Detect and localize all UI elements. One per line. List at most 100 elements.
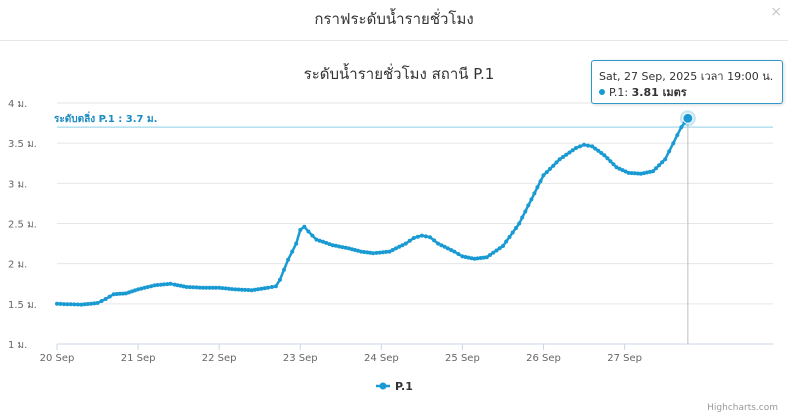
data-point[interactable] [265, 285, 270, 290]
data-point[interactable] [582, 142, 587, 147]
data-point[interactable] [350, 247, 354, 252]
data-point[interactable] [523, 209, 528, 214]
data-point[interactable] [614, 165, 619, 170]
data-point[interactable] [452, 249, 457, 254]
data-point[interactable] [638, 171, 643, 176]
data-point[interactable] [230, 287, 235, 292]
data-point[interactable] [675, 133, 680, 138]
data-point[interactable] [596, 148, 601, 153]
data-point[interactable] [466, 255, 471, 260]
data-point[interactable] [478, 256, 483, 260]
data-point[interactable] [85, 302, 90, 306]
data-point[interactable] [256, 287, 261, 292]
data-point[interactable] [578, 144, 582, 149]
data-point[interactable] [343, 245, 348, 250]
data-point[interactable] [168, 281, 173, 286]
data-point[interactable] [155, 283, 160, 287]
data-point[interactable] [201, 285, 205, 290]
data-point[interactable] [123, 291, 128, 296]
data-point[interactable] [400, 243, 405, 248]
legend-label[interactable]: P.1 [395, 380, 413, 393]
series-p1[interactable] [55, 110, 696, 344]
data-point[interactable] [306, 229, 311, 234]
data-point[interactable] [605, 156, 610, 161]
data-point[interactable] [145, 285, 150, 289]
data-point[interactable] [599, 151, 604, 155]
data-point[interactable] [667, 149, 672, 154]
data-point[interactable] [623, 169, 628, 174]
data-point[interactable] [529, 197, 534, 202]
data-point[interactable] [117, 291, 122, 296]
data-point[interactable] [217, 285, 222, 290]
data-point[interactable] [544, 170, 549, 175]
data-point[interactable] [327, 242, 332, 247]
data-point[interactable] [456, 252, 461, 256]
data-point[interactable] [507, 235, 512, 239]
data-point[interactable] [226, 286, 231, 291]
data-point[interactable] [262, 286, 267, 291]
data-point[interactable] [381, 250, 385, 255]
data-point[interactable] [541, 173, 546, 178]
data-point[interactable] [314, 237, 319, 242]
data-point[interactable] [514, 226, 518, 230]
data-point[interactable] [246, 288, 251, 292]
data-point[interactable] [501, 244, 505, 248]
data-point[interactable] [660, 160, 665, 165]
data-point[interactable] [149, 284, 154, 289]
data-point[interactable] [397, 244, 402, 249]
data-point[interactable] [387, 249, 392, 254]
data-point[interactable] [114, 292, 119, 296]
data-point[interactable] [188, 285, 192, 290]
data-point[interactable] [671, 141, 676, 146]
data-point[interactable] [532, 191, 537, 196]
data-point[interactable] [548, 166, 552, 171]
data-point[interactable] [557, 157, 562, 162]
data-point[interactable] [632, 171, 637, 176]
data-point[interactable] [593, 146, 598, 151]
data-point[interactable] [432, 238, 437, 243]
data-point[interactable] [353, 248, 357, 252]
data-point[interactable] [445, 246, 450, 251]
data-point[interactable] [294, 241, 299, 246]
data-point[interactable] [223, 286, 228, 291]
data-point[interactable] [635, 171, 640, 176]
close-icon[interactable]: × [770, 4, 782, 20]
data-point[interactable] [89, 301, 94, 306]
data-point[interactable] [172, 282, 177, 287]
data-point[interactable] [162, 282, 166, 287]
data-point[interactable] [423, 234, 428, 239]
data-point[interactable] [411, 236, 416, 240]
data-point[interactable] [617, 166, 622, 171]
data-point[interactable] [55, 301, 59, 306]
data-point[interactable] [629, 171, 634, 176]
data-point[interactable] [554, 160, 559, 165]
credits-link[interactable]: Highcharts.com [707, 403, 778, 413]
data-point[interactable] [469, 256, 474, 261]
data-point[interactable] [95, 301, 100, 305]
data-point[interactable] [491, 250, 496, 255]
data-point[interactable] [136, 287, 141, 292]
data-point[interactable] [586, 143, 591, 148]
data-point[interactable] [574, 146, 578, 150]
data-point[interactable] [239, 287, 244, 292]
data-point[interactable] [460, 254, 465, 259]
data-point[interactable] [142, 285, 147, 290]
data-point[interactable] [648, 169, 652, 174]
data-point[interactable] [561, 155, 565, 159]
data-point[interactable] [626, 170, 631, 175]
data-point[interactable] [641, 171, 646, 176]
data-point[interactable] [120, 291, 125, 296]
data-point[interactable] [484, 255, 489, 260]
data-point[interactable] [152, 283, 157, 288]
data-point[interactable] [551, 163, 556, 168]
data-point[interactable] [359, 249, 364, 254]
data-point[interactable] [79, 302, 84, 307]
data-point[interactable] [252, 287, 257, 292]
data-point[interactable] [197, 285, 202, 290]
data-point[interactable] [220, 286, 225, 291]
data-point[interactable] [321, 239, 325, 244]
legend[interactable]: P.1 [376, 380, 413, 393]
data-point[interactable] [590, 144, 595, 149]
data-point[interactable] [207, 285, 212, 290]
data-point[interactable] [510, 230, 515, 235]
